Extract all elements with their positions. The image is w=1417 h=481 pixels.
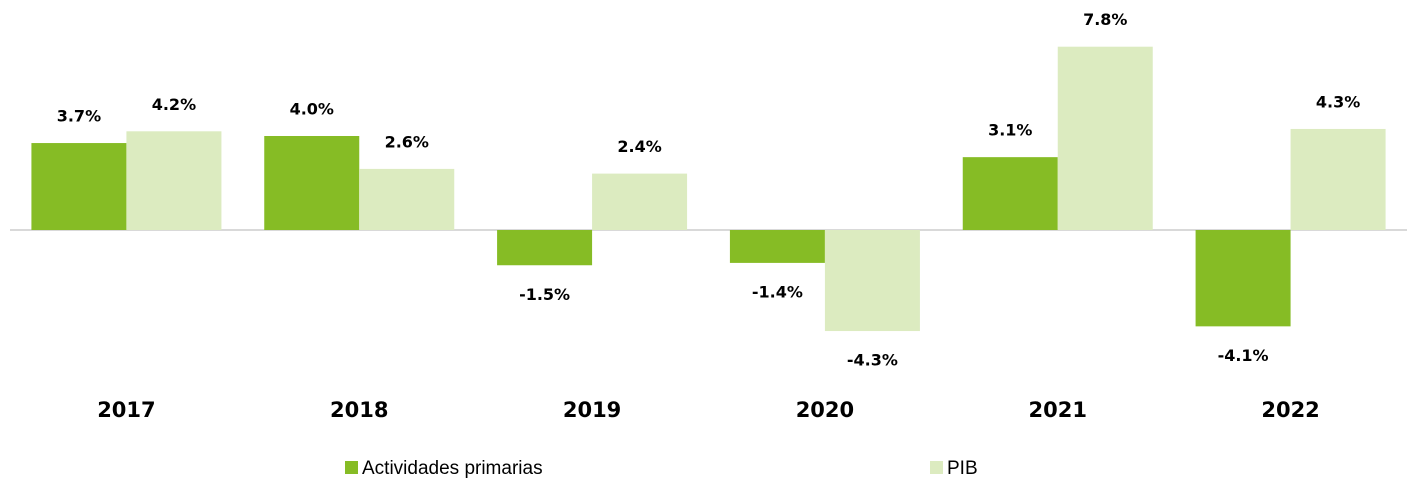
- bar: [592, 173, 688, 230]
- bar: [126, 131, 222, 230]
- bar: [359, 168, 455, 230]
- bar: [264, 136, 360, 230]
- category-label: 2020: [796, 398, 854, 422]
- value-label: 7.8%: [1083, 10, 1127, 29]
- value-label: -4.1%: [1218, 346, 1269, 365]
- value-label: -1.5%: [519, 285, 570, 304]
- value-label: 2.4%: [617, 137, 661, 156]
- bar: [729, 230, 825, 263]
- value-label: -1.4%: [752, 282, 803, 301]
- category-label: 2021: [1029, 398, 1087, 422]
- category-label: 2022: [1261, 398, 1319, 422]
- legend-swatch: [345, 461, 358, 474]
- bar: [1195, 230, 1291, 327]
- value-label: 3.7%: [57, 107, 101, 126]
- value-label: 4.2%: [152, 95, 196, 114]
- value-label: -4.3%: [847, 351, 898, 370]
- bar: [1290, 128, 1386, 230]
- value-label: 2.6%: [385, 132, 429, 151]
- bar: [962, 157, 1058, 230]
- legend-label: Actividades primarias: [362, 458, 543, 479]
- value-label: 3.1%: [988, 121, 1032, 140]
- category-label: 2018: [330, 398, 388, 422]
- value-label: 4.3%: [1316, 92, 1360, 111]
- bar: [31, 143, 127, 230]
- value-label: 4.0%: [290, 100, 334, 119]
- legend-swatch: [930, 461, 943, 474]
- bar: [824, 230, 920, 332]
- bar: [497, 230, 593, 266]
- category-label: 2017: [97, 398, 155, 422]
- legend-label: PIB: [947, 458, 978, 479]
- category-label: 2019: [563, 398, 621, 422]
- bar: [1057, 46, 1153, 231]
